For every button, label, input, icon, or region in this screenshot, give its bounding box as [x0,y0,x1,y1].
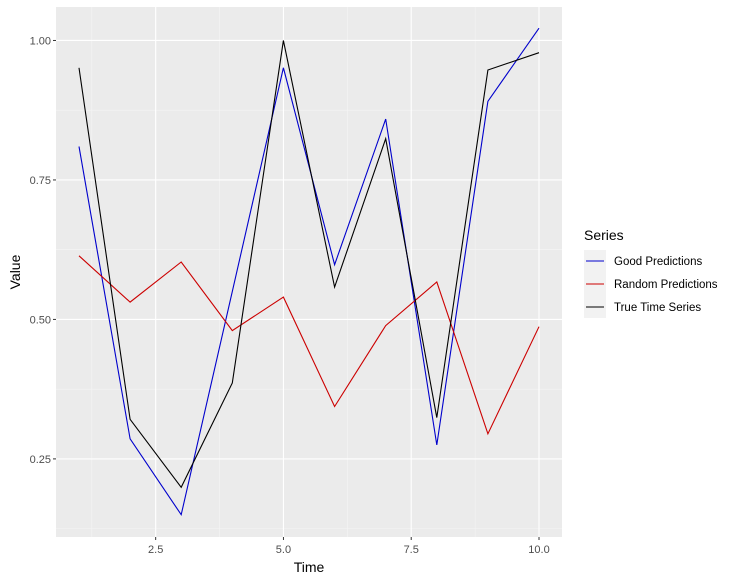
y-axis-title: Value [7,254,23,289]
legend: Series Good Predictions Random Prediction… [584,227,718,318]
y-tick-label: 0.50 [30,314,51,326]
legend-label: True Time Series [614,302,701,314]
minor-gridlines [56,7,562,537]
x-tick-label: 10.0 [528,544,549,556]
series-line-true-time-series [78,40,540,489]
y-tick-label: 1.00 [30,35,51,47]
plot-panel [56,7,562,537]
legend-label: Good Predictions [614,256,702,268]
y-axis: 0.25 0.50 0.75 1.00 [30,35,56,466]
y-tick-label: 0.25 [30,454,51,466]
major-gridlines [56,7,562,537]
series-line-random-predictions [78,255,540,436]
x-tick-label: 5.0 [276,544,291,556]
x-axis-title: Time [294,559,325,575]
legend-label: Random Predictions [614,279,718,291]
x-tick-label: 7.5 [404,544,419,556]
series-lines [78,27,540,517]
legend-title: Series [584,227,624,243]
x-axis: 2.5 5.0 7.5 10.0 [148,537,550,556]
x-tick-label: 2.5 [148,544,163,556]
y-tick-label: 0.75 [30,175,51,187]
